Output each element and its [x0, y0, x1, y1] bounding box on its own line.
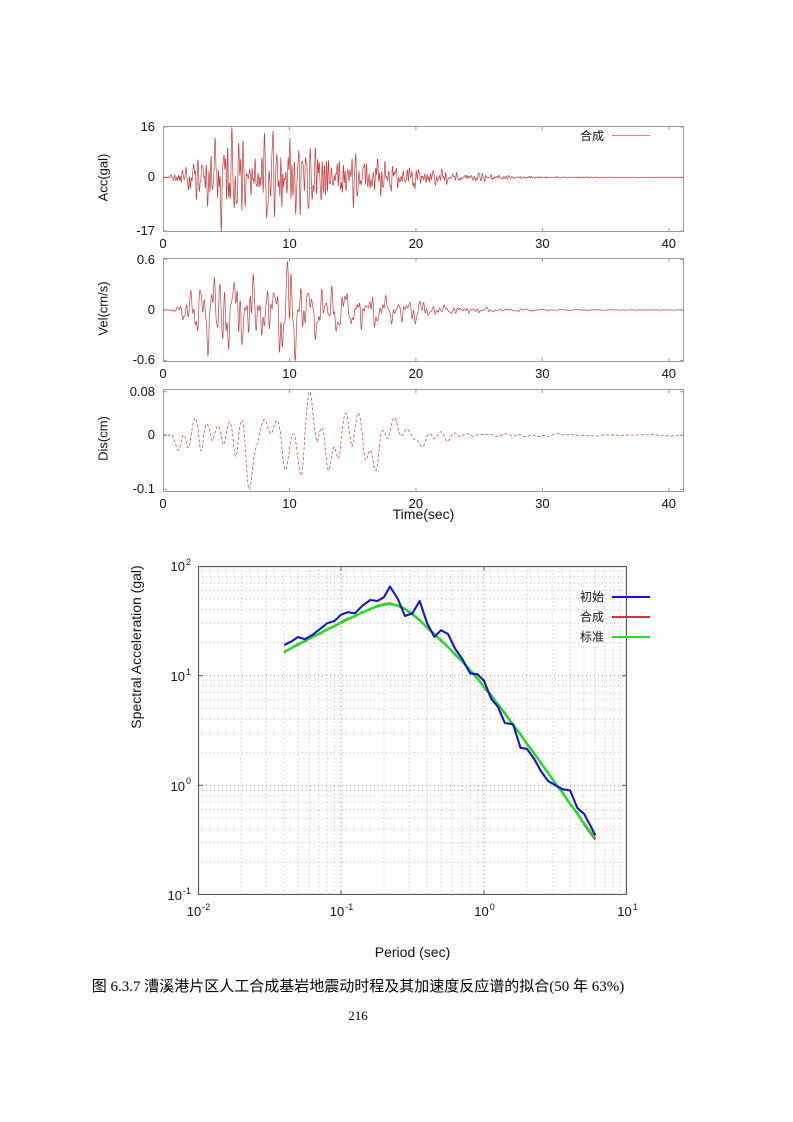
spectral-legend-standard-label: 标准: [579, 630, 604, 644]
tick-label: 40: [661, 366, 677, 381]
spectral-legend-initial-line: [612, 595, 650, 598]
vel-y-axis-label: Vel(cm/s): [95, 281, 111, 336]
tick-label: 40: [661, 496, 677, 511]
tick-label: 20: [408, 496, 424, 511]
tick-label: 20: [408, 366, 424, 381]
tick-label: -0.1: [132, 481, 155, 497]
tick-label: 30: [535, 366, 550, 381]
tick-label: 10-1: [329, 902, 354, 920]
tick-label: 0.6: [136, 251, 155, 267]
figure-caption: 图 6.3.7 漕溪港片区人工合成基岩地震动时程及其加速度反应谱的拟合(50 年…: [91, 979, 625, 995]
spectral-acceleration-plot: [198, 566, 627, 895]
tick-label: -17: [136, 223, 155, 238]
spectral-legend-synthetic-label: 合成: [579, 610, 604, 624]
acc-y-axis-label: Acc(gal): [95, 153, 111, 202]
spectral-legend-synthetic: 合成: [552, 608, 650, 625]
spectral-y-axis-label: Spectral Acceleration (gal): [128, 565, 144, 729]
spectral-legend-initial: 初始: [552, 588, 650, 605]
acceleration-time-history-plot: [163, 126, 684, 232]
tick-label: 0: [159, 236, 167, 251]
tick-label: 40: [661, 236, 677, 251]
acc-legend-label: 合成: [579, 129, 604, 143]
spectral-legend-initial-label: 初始: [579, 590, 604, 604]
tick-label: 0: [147, 302, 155, 317]
velocity-time-history-plot: [163, 258, 684, 362]
tick-label: 0: [147, 427, 155, 443]
tick-label: 100: [474, 902, 495, 920]
displacement-time-history-plot: [163, 389, 684, 492]
time-x-axis-label: Time(sec): [392, 506, 455, 522]
acc-legend-line: [612, 135, 650, 136]
period-x-axis-label: Period (sec): [374, 944, 451, 960]
dis-y-axis-label: Dis(cm): [95, 416, 111, 461]
dis-waveform-svg: [163, 389, 684, 492]
spectral-legend-standard: 标准: [552, 628, 650, 645]
tick-label: 0.08: [129, 383, 155, 399]
page-number: 216: [348, 1008, 368, 1023]
spectral-legend-standard-line: [612, 635, 650, 638]
tick-label: 20: [408, 236, 424, 251]
tick-label: 30: [535, 496, 550, 511]
tick-label: 10: [282, 366, 297, 381]
tick-label: 10: [282, 236, 297, 251]
tick-label: 16: [140, 119, 155, 134]
tick-label: 101: [617, 902, 638, 920]
tick-label: 10: [282, 496, 297, 511]
tick-label: 30: [535, 236, 550, 251]
vel-waveform-svg: [163, 258, 684, 362]
tick-label: -0.6: [132, 352, 155, 368]
tick-label: 102: [170, 557, 191, 575]
spectral-legend-synthetic-line: [612, 615, 650, 618]
tick-label: 10-2: [186, 902, 211, 920]
tick-label: 100: [170, 776, 191, 794]
tick-label: 0: [147, 169, 155, 185]
spectral-chart-svg: [198, 566, 627, 895]
tick-label: 0: [159, 496, 167, 511]
tick-label: 10-1: [167, 886, 191, 904]
acc-legend: 合成: [552, 127, 650, 144]
tick-label: 0: [159, 366, 167, 381]
acc-waveform-svg: [163, 126, 684, 232]
tick-label: 101: [170, 666, 191, 684]
